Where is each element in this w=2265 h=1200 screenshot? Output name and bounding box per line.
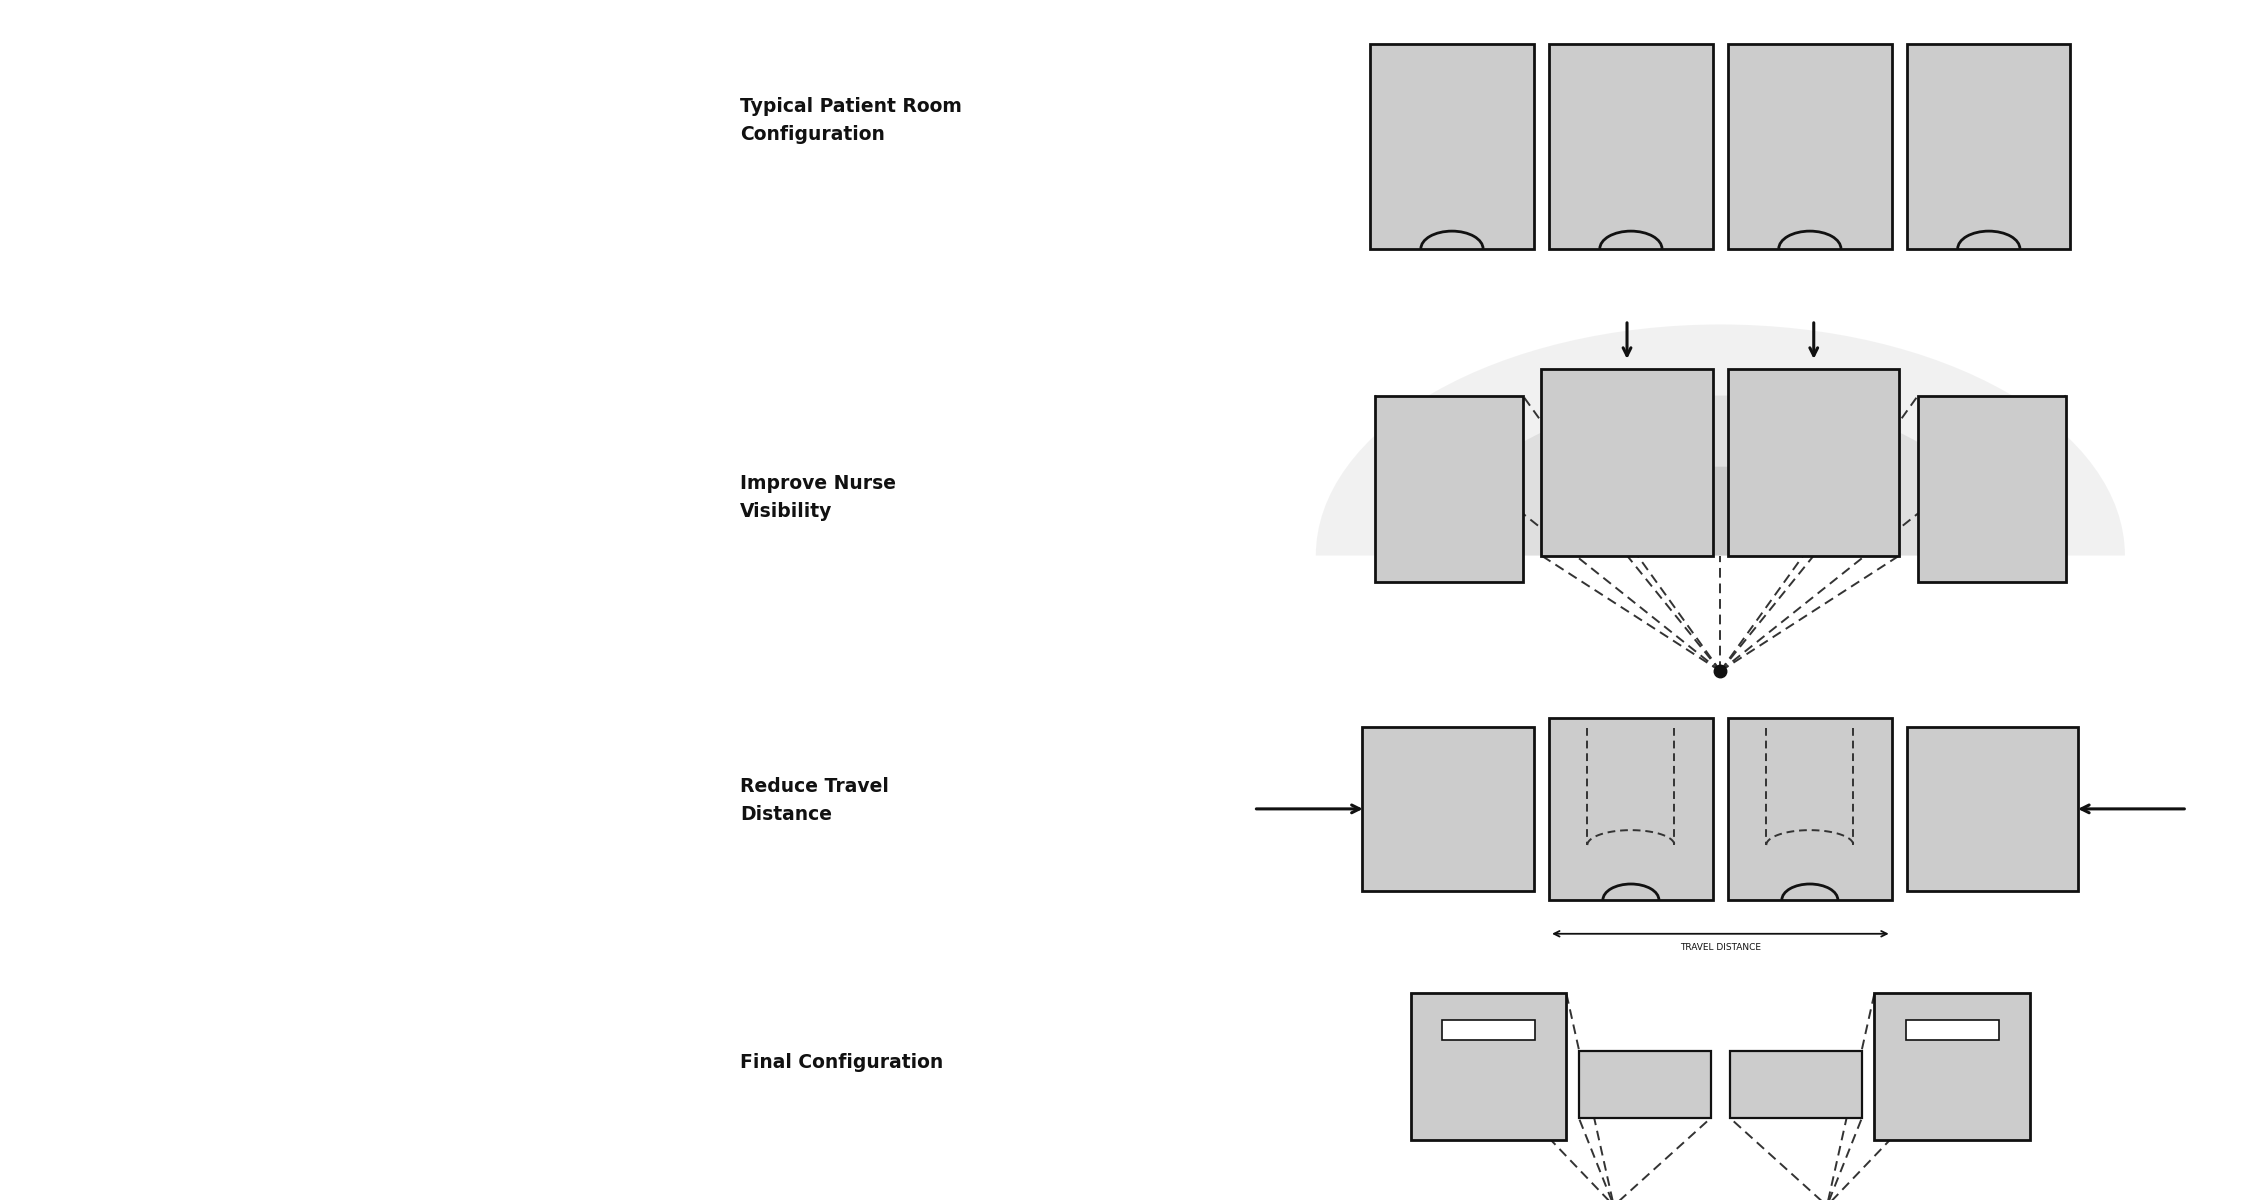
Wedge shape (1316, 324, 2125, 556)
Bar (1728, 718, 1891, 900)
Bar (1549, 44, 1712, 248)
Bar (1549, 718, 1712, 900)
Bar (1728, 368, 1900, 556)
Text: TRAVEL DISTANCE: TRAVEL DISTANCE (1681, 943, 1760, 952)
Bar (1375, 396, 1522, 582)
Bar (1728, 44, 1891, 248)
Text: Reduce Travel
Distance: Reduce Travel Distance (741, 776, 888, 823)
Bar (1364, 727, 1533, 892)
Bar (1443, 1020, 1536, 1039)
Bar (1370, 44, 1533, 248)
Bar (1905, 1020, 2000, 1039)
Wedge shape (1565, 467, 1875, 556)
Bar (1411, 994, 1567, 1140)
Bar (1907, 44, 2070, 248)
Bar (1918, 396, 2066, 582)
Bar (1730, 1051, 1862, 1117)
Bar (1907, 727, 2079, 892)
Bar (1875, 994, 2029, 1140)
Bar (1579, 1051, 1710, 1117)
Wedge shape (1441, 396, 2000, 556)
Text: Typical Patient Room
Configuration: Typical Patient Room Configuration (741, 96, 963, 144)
Bar (1542, 368, 1712, 556)
Text: Final Configuration: Final Configuration (741, 1052, 942, 1072)
Text: Improve Nurse
Visibility: Improve Nurse Visibility (741, 474, 897, 521)
